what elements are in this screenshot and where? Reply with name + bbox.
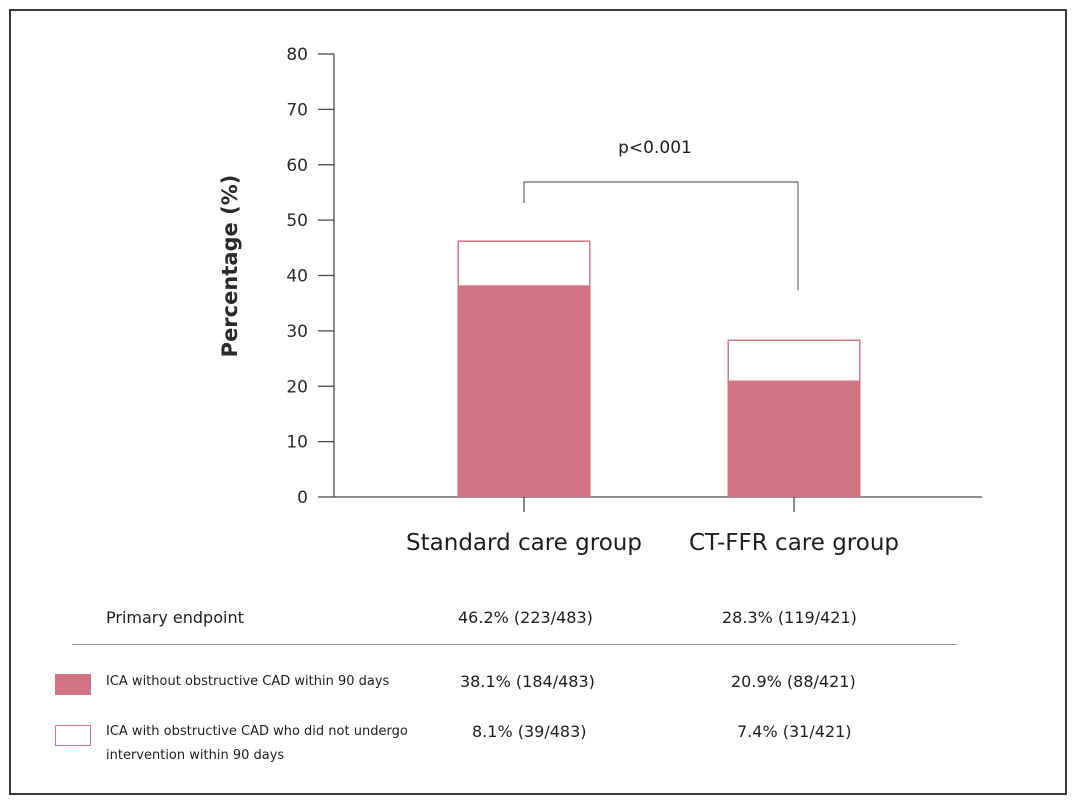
- primary-endpoint-standard: 46.2% (223/483): [458, 608, 593, 627]
- y-tick-label: 70: [286, 100, 308, 120]
- bracket-line: [523, 181, 799, 291]
- y-tick-label: 10: [286, 433, 308, 453]
- chart-bars: [457, 240, 861, 497]
- bar-segment-outline: [727, 339, 861, 383]
- y-tick-label: 40: [286, 267, 308, 287]
- primary-endpoint-label: Primary endpoint: [106, 608, 244, 627]
- legend-row-1-label: ICA without obstructive CAD within 90 da…: [106, 674, 390, 689]
- table-divider: [72, 644, 957, 645]
- bar-segment-filled: [457, 286, 591, 497]
- x-category-label: CT-FFR care group: [689, 530, 899, 556]
- y-tick-label: 20: [286, 377, 308, 397]
- y-tick-label: 50: [286, 211, 308, 231]
- y-tick-label: 30: [286, 322, 308, 342]
- primary-endpoint-ctffr: 28.3% (119/421): [722, 608, 857, 627]
- y-axis-label: Percentage (%): [218, 175, 242, 358]
- bar-chart: 0 10 20 30 40 50 60 70 80 Standard care group CT-F…: [218, 45, 982, 556]
- bar-segment-filled: [727, 381, 861, 497]
- legend-swatch-outline: [55, 725, 91, 746]
- chart-axes: 0 10 20 30 40 50 60 70 80 Standard care group CT-F…: [286, 45, 982, 556]
- row-1-ctffr: 20.9% (88/421): [731, 672, 856, 691]
- row-2-standard: 8.1% (39/483): [472, 722, 587, 741]
- row-2-ctffr: 7.4% (31/421): [737, 722, 852, 741]
- y-tick-label: 80: [286, 45, 308, 65]
- x-category-label: Standard care group: [406, 530, 642, 556]
- row-1-standard: 38.1% (184/483): [460, 672, 595, 691]
- p-value-annotation: p<0.001: [618, 138, 692, 158]
- y-tick-label: 60: [286, 156, 308, 176]
- bar-segment-outline: [457, 240, 591, 287]
- legend-row-2-label: ICA with obstructive CAD who did not und…: [106, 724, 408, 763]
- legend-swatch-filled: [55, 674, 91, 695]
- y-tick-label: 0: [297, 488, 308, 508]
- significance-bracket: [523, 181, 799, 291]
